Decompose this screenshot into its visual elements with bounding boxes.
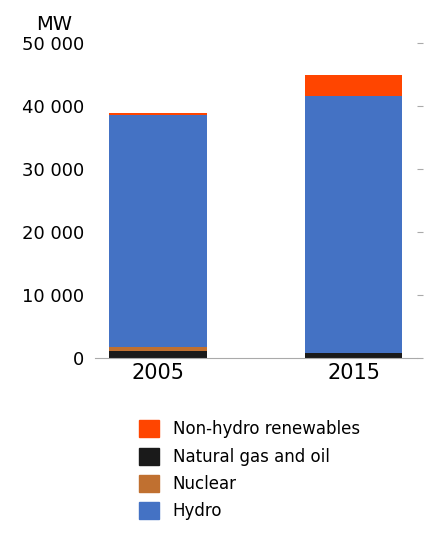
Legend: Non-hydro renewables, Natural gas and oil, Nuclear, Hydro: Non-hydro renewables, Natural gas and oi… (139, 420, 359, 520)
Text: MW: MW (37, 15, 73, 34)
Bar (109, 351, 207, 358)
Bar (305, 96, 402, 353)
Bar (305, 353, 402, 358)
Bar (109, 347, 207, 351)
Bar (305, 75, 402, 96)
Bar (109, 115, 207, 347)
Bar (109, 113, 207, 115)
